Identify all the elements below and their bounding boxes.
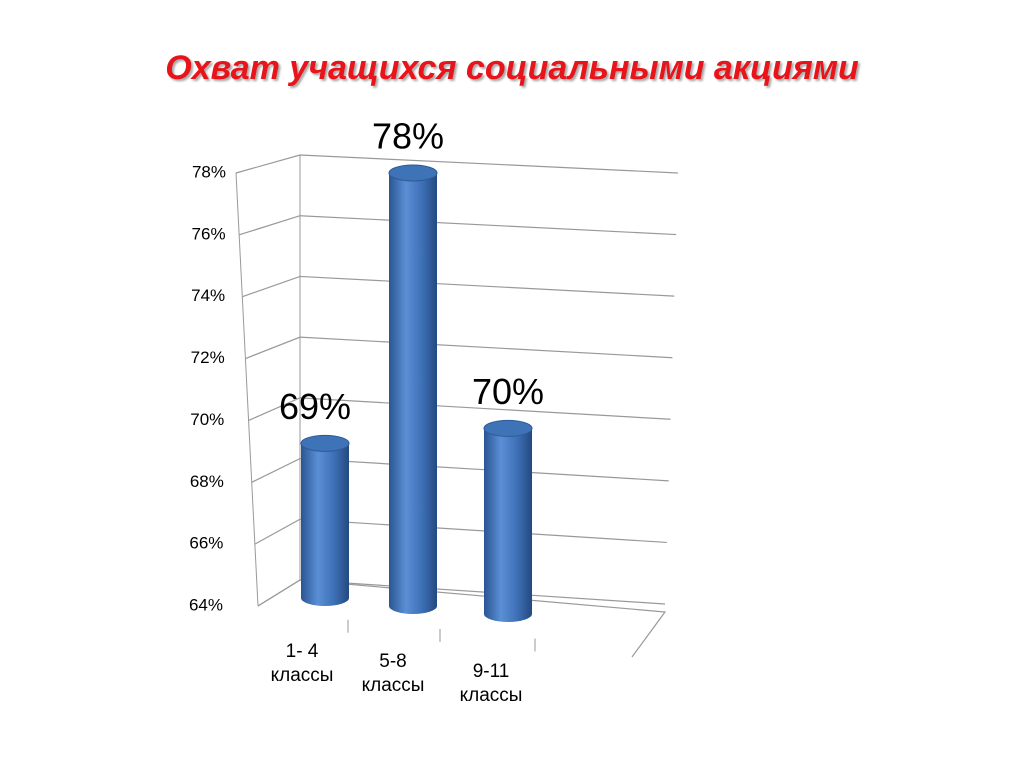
grid-line bbox=[235, 154, 679, 174]
x-tick-label: 9-11 классы bbox=[459, 661, 523, 706]
bar bbox=[389, 173, 437, 606]
grid-line bbox=[257, 579, 666, 607]
y-tick-label: 74% bbox=[191, 286, 225, 305]
y-tick-label: 68% bbox=[190, 472, 224, 491]
y-tick-label: 72% bbox=[191, 348, 225, 367]
y-tick-label: 78% bbox=[192, 162, 226, 181]
x-tick-label: 5-8 классы bbox=[361, 651, 425, 696]
grid-line bbox=[245, 336, 673, 360]
y-tick-label: 66% bbox=[189, 534, 223, 553]
grid-line bbox=[242, 275, 675, 298]
axis-line bbox=[235, 172, 259, 607]
chart-title: Охват учащихся социальными акциями bbox=[165, 49, 859, 87]
x-tick-label: 1- 4 классы bbox=[270, 641, 334, 686]
bar bbox=[484, 428, 532, 614]
y-tick-label: 76% bbox=[192, 224, 226, 243]
y-tick-label: 70% bbox=[190, 410, 224, 429]
value-label: 78% bbox=[372, 116, 444, 157]
grid-line bbox=[238, 215, 677, 236]
y-tick-label: 64% bbox=[189, 595, 223, 614]
value-label: 70% bbox=[472, 371, 544, 412]
cylinder-top bbox=[483, 419, 533, 437]
grid-line bbox=[248, 397, 671, 421]
cylinder-top bbox=[388, 164, 438, 182]
value-label: 69% bbox=[279, 386, 351, 427]
grid-line bbox=[254, 518, 667, 545]
cylinder-top bbox=[300, 434, 350, 452]
grid-line bbox=[251, 457, 669, 483]
bar bbox=[301, 443, 349, 598]
